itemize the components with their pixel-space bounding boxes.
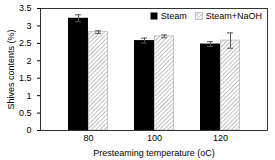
svg-text:100: 100 — [147, 133, 162, 143]
svg-text:3.5: 3.5 — [19, 3, 32, 13]
svg-text:1: 1 — [26, 91, 31, 101]
svg-text:120: 120 — [213, 133, 228, 143]
svg-text:80: 80 — [83, 133, 93, 143]
html-text:Steam+NaOH: Steam+NaOH — [205, 11, 262, 21]
svg-text:2.5: 2.5 — [19, 38, 32, 48]
html-text:Steam: Steam — [160, 11, 187, 21]
svg-text:1.5: 1.5 — [19, 73, 32, 83]
svg-text:2: 2 — [26, 56, 31, 66]
svg-text:0: 0 — [26, 125, 31, 135]
svg-text:Presteaming temperature (oC): Presteaming temperature (oC) — [93, 148, 215, 158]
svg-text:0.5: 0.5 — [19, 108, 32, 118]
svg-text:3: 3 — [26, 21, 31, 31]
svg-text:Shives contents (%): Shives contents (%) — [6, 29, 16, 109]
